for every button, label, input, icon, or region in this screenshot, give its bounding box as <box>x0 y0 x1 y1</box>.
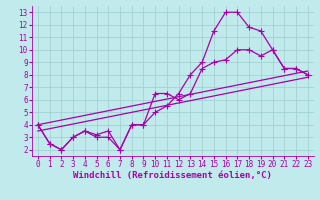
X-axis label: Windchill (Refroidissement éolien,°C): Windchill (Refroidissement éolien,°C) <box>73 171 272 180</box>
